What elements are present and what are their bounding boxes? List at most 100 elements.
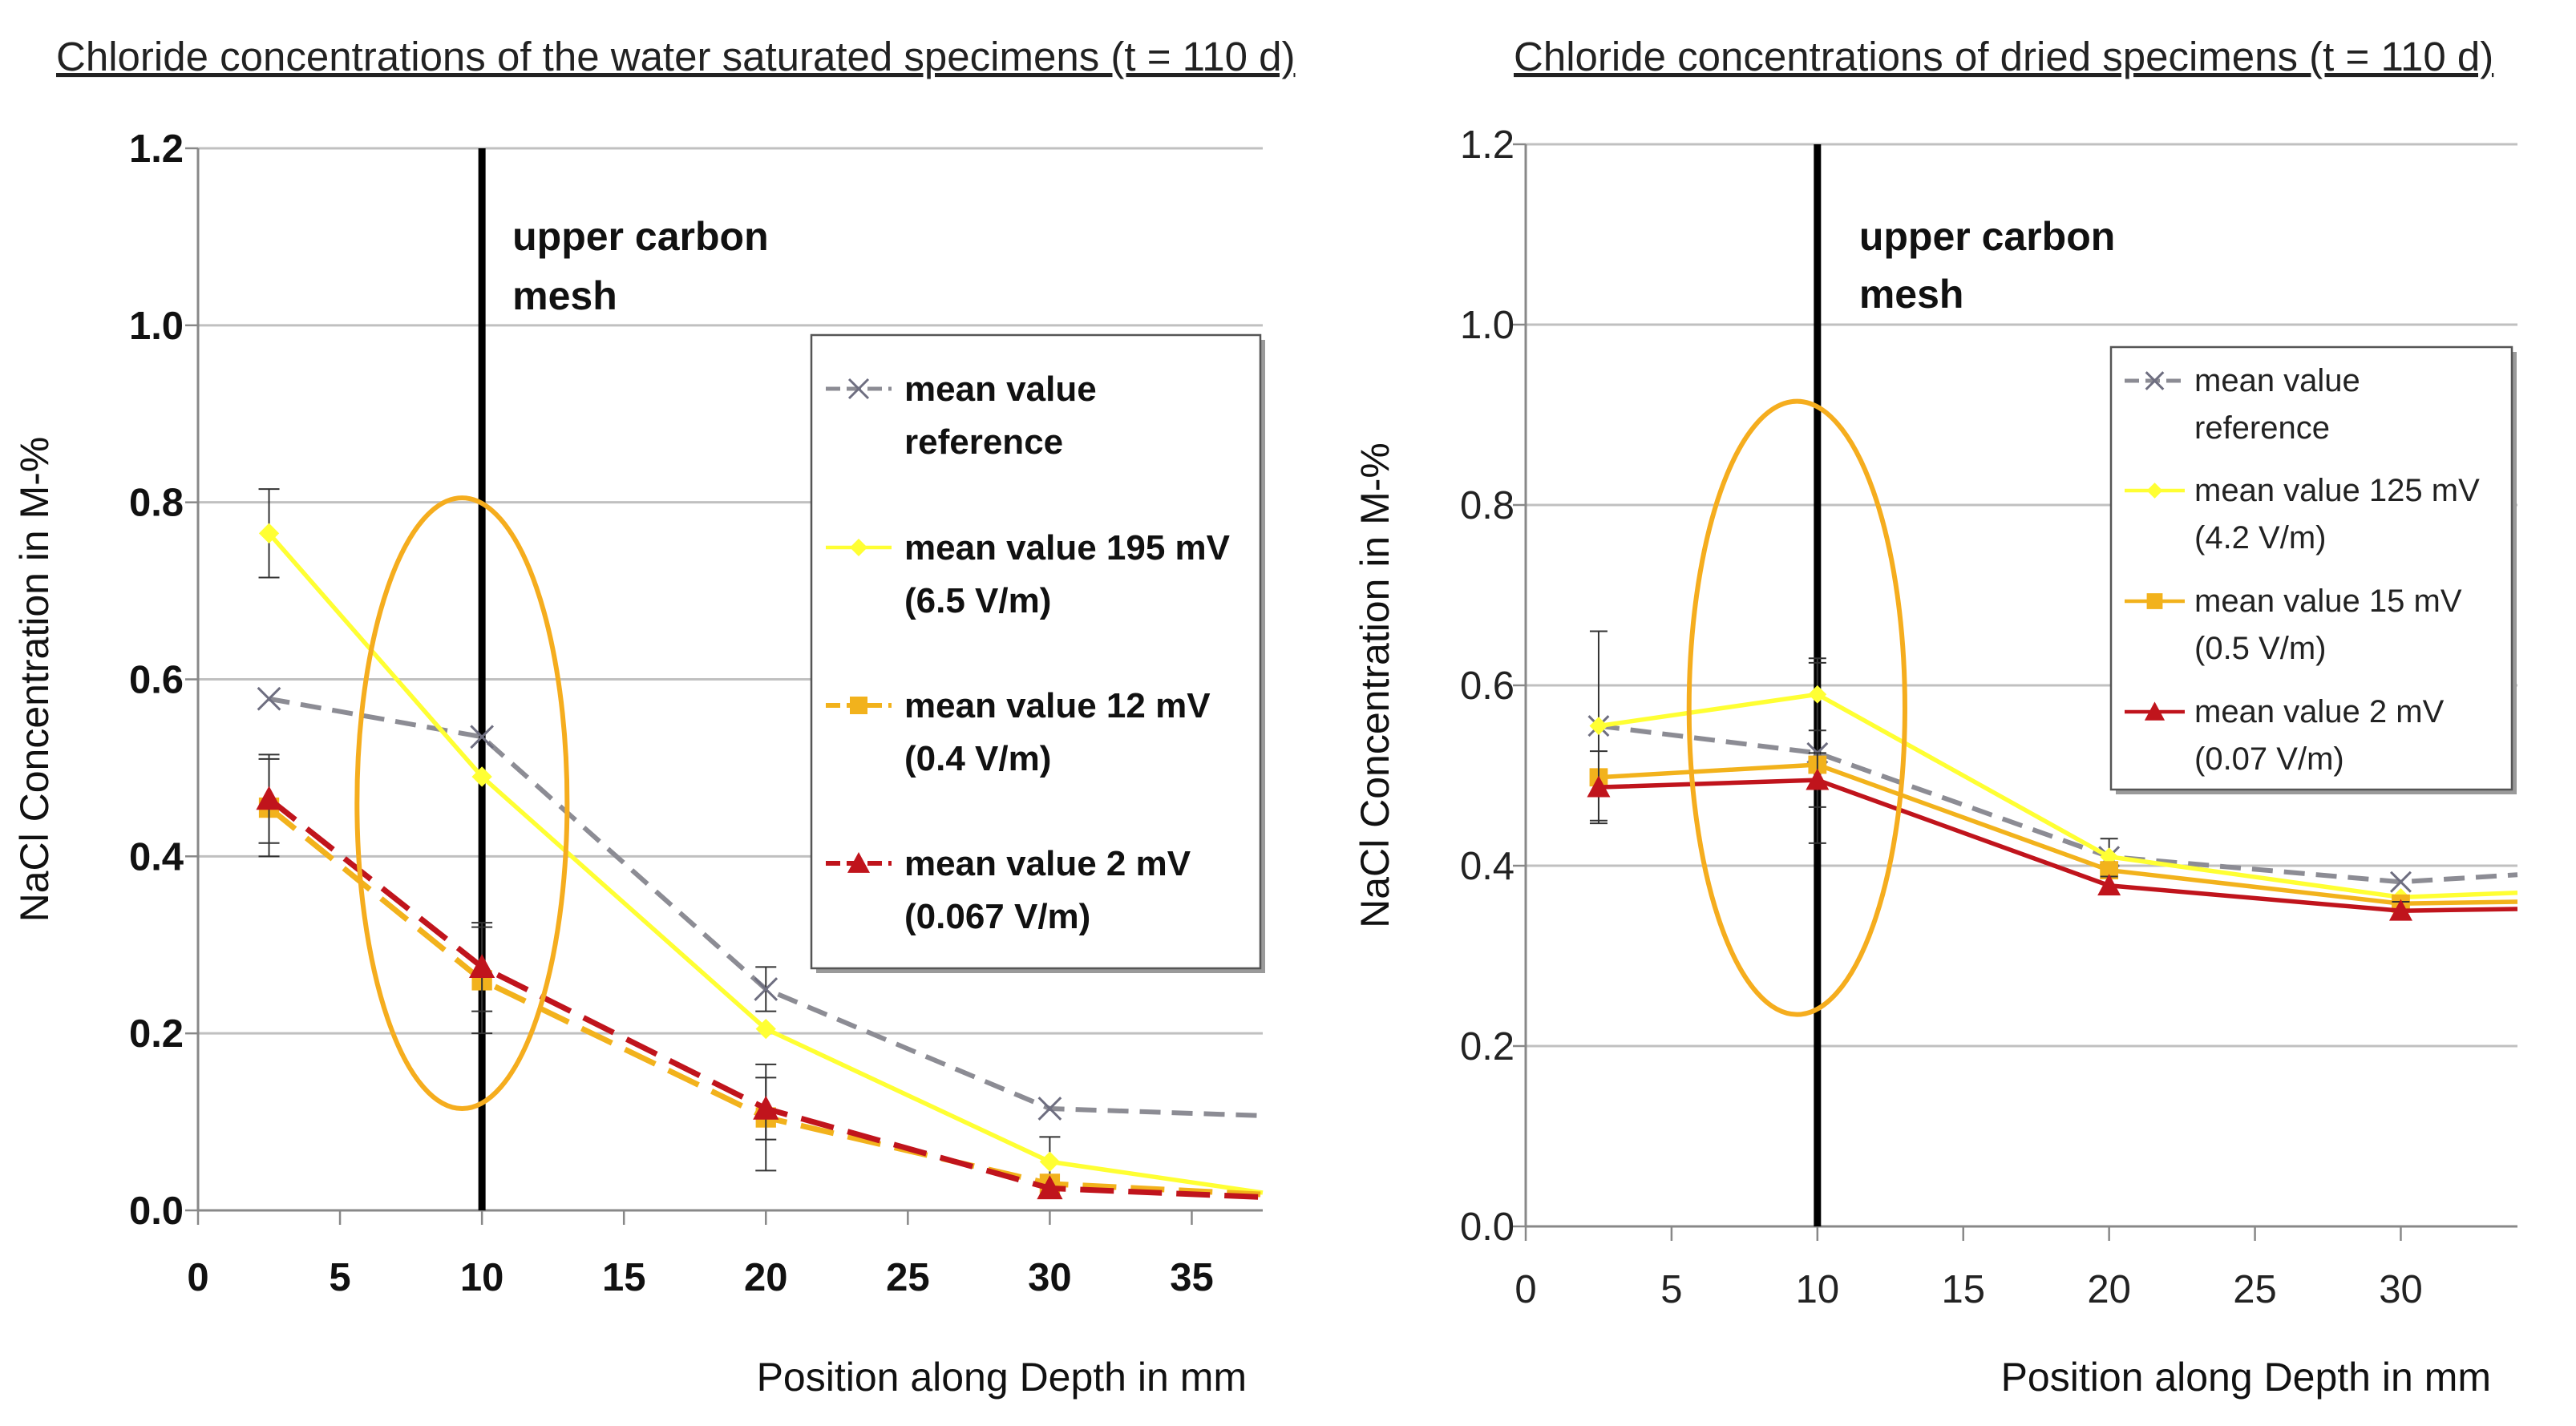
legend-marker <box>847 378 870 400</box>
y-tick-label: 0.2 <box>129 1012 184 1056</box>
highlight-ellipse <box>1686 398 1907 1017</box>
x-tick-label: 15 <box>602 1256 646 1299</box>
legend-label: mean value 12 mV <box>904 686 1211 725</box>
legend: mean value reference mean value 195 mV (6.5… <box>810 333 1265 973</box>
legend-label: reference <box>904 422 1063 462</box>
legend: mean value reference mean value 125 mV (4.2… <box>2109 345 2517 794</box>
annotation-label: mesh <box>512 273 617 318</box>
data-point <box>258 523 280 543</box>
y-tick-label: 0.2 <box>1460 1025 1514 1068</box>
data-point <box>754 977 778 1001</box>
data-point <box>1037 1175 1063 1200</box>
legend-box <box>2109 345 2513 791</box>
y-tick-label: 1.2 <box>129 127 184 171</box>
data-point <box>256 786 282 810</box>
x-tick-label: 20 <box>2087 1268 2131 1311</box>
x-tick-labels: 0 5 10 15 20 25 30 35 <box>187 1210 1214 1299</box>
y-axis-label: NaCl Concentration in M-% <box>1353 442 1397 928</box>
annotation-label: upper carbon <box>1859 214 2115 259</box>
x-tick-label: 30 <box>1028 1256 1072 1299</box>
data-point <box>2388 899 2412 921</box>
y-tick-label: 1.0 <box>129 305 184 348</box>
legend-marker <box>2146 593 2163 609</box>
data-point <box>1037 1097 1062 1121</box>
data-point <box>257 686 281 711</box>
x-tick-label: 10 <box>460 1256 504 1299</box>
legend-label: mean value 2 mV <box>2194 694 2445 729</box>
x-tick-label: 15 <box>1941 1268 1985 1311</box>
marker-stroke <box>1037 1097 1062 1121</box>
highlight-ellipse <box>354 495 570 1112</box>
x-tick-label: 35 <box>1170 1256 1214 1299</box>
y-axis-label: NaCl Concentration in M-% <box>12 437 57 923</box>
legend-label: mean value <box>2194 363 2360 398</box>
legend-label: (0.067 V/m) <box>904 897 1090 936</box>
x-tick-label: 10 <box>1796 1268 1840 1311</box>
x-tick-label: 25 <box>886 1256 930 1299</box>
legend-label: mean value 15 mV <box>2194 584 2462 619</box>
series-triangle <box>1587 750 2518 921</box>
x-tick-label: 5 <box>329 1256 350 1299</box>
legend-marker <box>2144 701 2166 721</box>
data-point <box>2389 871 2412 893</box>
x-axis-label: Position along Depth in mm <box>757 1355 1247 1400</box>
legend-box <box>810 333 1262 970</box>
data-point <box>2100 861 2119 880</box>
data-point <box>1587 775 1611 798</box>
marker-stroke <box>257 686 281 711</box>
legend-marker <box>847 852 870 873</box>
legend-entry: mean value 2 mV (0.07 V/m) <box>2125 694 2445 777</box>
legend-entry: mean value 125 mV (4.2 V/m) <box>2125 473 2480 555</box>
x-tick-label: 25 <box>2233 1268 2277 1311</box>
chart-title: Chloride concentrations of the water sat… <box>56 34 1295 79</box>
marker-stroke <box>847 378 870 400</box>
marker-stroke <box>470 725 494 749</box>
y-tick-label: 0.4 <box>129 835 184 879</box>
chart-title: Chloride concentrations of dried specime… <box>1514 34 2493 79</box>
y-tick-labels: 0.0 0.2 0.4 0.6 0.8 1.0 1.2 <box>129 127 184 1233</box>
legend-marker <box>2145 371 2165 390</box>
data-point <box>1589 717 1608 736</box>
data-point <box>2097 874 2121 896</box>
legend-entry: mean value reference <box>826 370 1097 462</box>
legend-entry: mean value 12 mV (0.4 V/m) <box>826 686 1211 778</box>
x-tick-label: 20 <box>744 1256 788 1299</box>
x-axis-label: Position along Depth in mm <box>2001 1355 2491 1400</box>
y-tick-label: 0.8 <box>129 482 184 525</box>
annotation-label: mesh <box>1859 272 1964 317</box>
legend-label: (4.2 V/m) <box>2194 520 2326 555</box>
marker-stroke <box>2389 871 2412 893</box>
data-point <box>1808 685 1827 704</box>
x-tick-label: 0 <box>187 1256 208 1299</box>
y-tick-label: 1.2 <box>1460 123 1514 167</box>
legend-entry: mean value 2 mV (0.067 V/m) <box>826 844 1191 936</box>
y-tick-label: 0.0 <box>129 1190 184 1233</box>
legend-label: reference <box>2194 410 2330 446</box>
legend-label: (0.07 V/m) <box>2194 741 2344 777</box>
y-tick-labels: 0.0 0.2 0.4 0.6 0.8 1.0 1.2 <box>1460 123 1514 1249</box>
legend-entry: mean value 15 mV (0.5 V/m) <box>2125 584 2462 666</box>
legend-marker <box>850 697 867 714</box>
y-tick-label: 1.0 <box>1460 304 1514 347</box>
y-tick-label: 0.6 <box>1460 665 1514 708</box>
legend-label: (6.5 V/m) <box>904 581 1051 620</box>
data-point <box>469 954 495 979</box>
x-tick-label: 0 <box>1514 1268 1536 1311</box>
chart-water-saturated: Chloride concentrations of the water sat… <box>12 34 1295 1400</box>
legend-label: mean value 2 mV <box>904 844 1191 883</box>
legend-entry: mean value 195 mV (6.5 V/m) <box>826 528 1231 620</box>
legend-marker <box>2146 483 2163 499</box>
data-point <box>1039 1151 1061 1172</box>
series-x <box>257 686 1264 1121</box>
marker-stroke <box>754 977 778 1001</box>
series-diamond <box>258 488 1264 1195</box>
annotation-label: upper carbon <box>512 214 768 259</box>
y-tick-label: 0.6 <box>129 659 184 702</box>
y-tick-label: 0.4 <box>1460 845 1514 888</box>
legend-label: mean value <box>904 370 1097 409</box>
legend-label: mean value 195 mV <box>904 528 1231 568</box>
marker-stroke <box>2145 371 2165 390</box>
data-point <box>753 1095 779 1120</box>
data-point <box>470 725 494 749</box>
data-point <box>471 766 492 787</box>
